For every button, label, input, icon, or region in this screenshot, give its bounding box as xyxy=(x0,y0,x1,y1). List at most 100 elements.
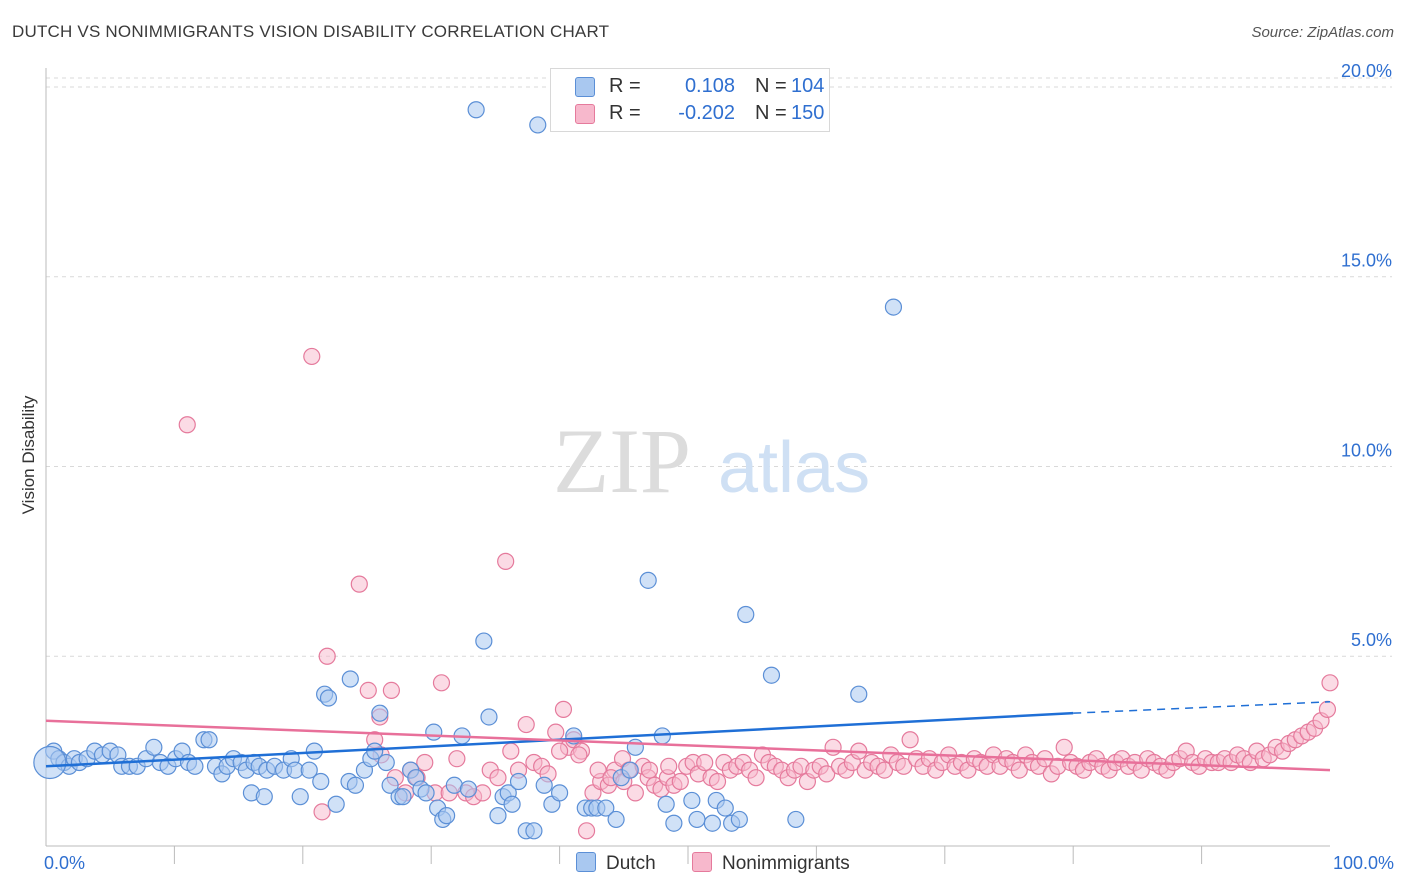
nonimmigrants-point xyxy=(1321,674,1339,692)
nonimmigrants-swatch xyxy=(692,852,712,872)
y-tick-label: 5.0% xyxy=(1351,630,1392,650)
dutch-point xyxy=(525,822,543,840)
legend-n-label: N = xyxy=(755,102,787,124)
dutch-point xyxy=(529,116,547,134)
dutch-point xyxy=(319,689,338,707)
dutch-point xyxy=(381,776,399,794)
nonimmigrants-point xyxy=(178,416,196,434)
legend-n-value: 104 xyxy=(791,75,825,97)
dutch-point xyxy=(657,795,675,813)
nonimmigrants-point xyxy=(473,784,492,802)
dutch-point xyxy=(438,807,456,825)
nonimmigrants-point xyxy=(1010,761,1028,779)
y-tick-label: 15.0% xyxy=(1341,251,1392,271)
dutch-point xyxy=(535,776,553,794)
dutch-point xyxy=(145,738,163,756)
dutch-point xyxy=(626,738,644,756)
nonimmigrants-point xyxy=(489,769,507,787)
nonimmigrants-point xyxy=(382,681,400,700)
dutch-point xyxy=(716,799,734,817)
dutch-point xyxy=(621,761,639,779)
bottom-legend-dutch: Dutch xyxy=(576,852,656,875)
grid-lines xyxy=(46,77,1392,657)
nonimmigrants-point xyxy=(350,575,368,593)
dutch-point xyxy=(597,799,615,817)
dutch-point xyxy=(639,571,657,589)
dutch-point xyxy=(327,795,345,813)
dutch-point xyxy=(377,753,395,772)
bottom-legend-nonimmigrants: Nonimmigrants xyxy=(692,852,850,875)
nonimmigrants-point xyxy=(502,742,520,760)
y-axis-label: Vision Disability xyxy=(19,395,38,514)
source-label: Source: ZipAtlas.com xyxy=(1251,24,1394,41)
dutch-point xyxy=(475,632,493,650)
dutch-point xyxy=(33,745,67,780)
dutch-point xyxy=(200,731,218,749)
dutch-point xyxy=(312,772,330,791)
nonimmigrants-point xyxy=(626,784,644,802)
nonimmigrants-point xyxy=(1055,738,1073,756)
legend-r-value: 0.108 xyxy=(684,75,735,97)
dutch-point xyxy=(703,814,721,832)
x-tick-label-min: 0.0% xyxy=(44,853,85,873)
dutch-point xyxy=(503,795,521,813)
nonimmigrants-point xyxy=(318,647,336,665)
y-tick-label: 10.0% xyxy=(1341,440,1392,460)
nonimmigrants-point xyxy=(497,552,515,570)
dutch-point xyxy=(550,784,569,802)
dutch-point xyxy=(300,761,318,779)
dutch-swatch xyxy=(575,77,595,97)
x-tick-label-max: 100.0% xyxy=(1333,853,1394,873)
nonimmigrants-point xyxy=(570,746,588,764)
nonimmigrants-points xyxy=(178,347,1339,840)
dutch-point xyxy=(665,814,683,832)
dutch-point xyxy=(425,723,443,741)
legend-n-value: 150 xyxy=(791,102,825,124)
nonimmigrants-point xyxy=(640,761,659,779)
dutch-point xyxy=(255,788,273,806)
nonimmigrants-point xyxy=(895,757,913,775)
nonimmigrants-point xyxy=(313,803,331,821)
trend-lines xyxy=(45,701,1331,772)
dutch-point xyxy=(607,810,625,829)
dutch-point xyxy=(884,298,903,316)
dutch-point xyxy=(459,780,478,798)
dutch-point xyxy=(850,685,868,703)
nonimmigrants-point xyxy=(303,347,321,366)
nonimmigrants-point xyxy=(416,753,434,772)
nonimmigrants-point xyxy=(818,765,836,783)
dutch-swatch xyxy=(576,852,596,872)
nonimmigrants-point xyxy=(554,700,573,718)
bottom-legend-nonimmigrants-label: Nonimmigrants xyxy=(722,853,850,874)
dutch-point xyxy=(394,788,412,806)
nonimmigrants-point xyxy=(671,772,689,791)
nonimmigrants-point xyxy=(432,674,451,692)
nonimmigrants-point xyxy=(824,738,842,756)
dutch-point xyxy=(787,810,805,829)
dutch-point xyxy=(186,757,204,775)
nonimmigrants-point xyxy=(517,715,535,734)
dutch-trend-extension xyxy=(1073,701,1331,714)
watermark-zip: ZIP xyxy=(553,410,691,512)
nonimmigrants-point xyxy=(901,731,919,749)
dutch-point xyxy=(417,784,435,802)
nonimmigrants-point xyxy=(747,769,765,787)
dutch-point xyxy=(445,776,463,794)
dutch-points xyxy=(33,101,903,840)
correlation-legend: R = 0.108 N = 104 R = -0.202 N = 150 xyxy=(550,68,830,132)
axes xyxy=(45,68,1330,864)
nonimmigrants-point xyxy=(660,757,678,775)
legend-r-label: R = xyxy=(609,75,641,97)
nonimmigrants-point xyxy=(875,761,894,779)
watermark-atlas: atlas xyxy=(718,428,870,508)
nonimmigrants-point xyxy=(448,750,466,768)
dutch-point xyxy=(291,788,309,806)
dutch-point xyxy=(509,772,528,791)
y-tick-labels: 5.0% 10.0% 15.0% 20.0% xyxy=(1341,61,1392,650)
dutch-point xyxy=(341,670,359,688)
y-tick-label: 20.0% xyxy=(1341,61,1392,81)
nonimmigrants-point xyxy=(696,753,714,772)
dutch-point xyxy=(467,101,485,119)
dutch-point xyxy=(762,666,781,684)
nonimmigrants-point xyxy=(577,822,596,840)
